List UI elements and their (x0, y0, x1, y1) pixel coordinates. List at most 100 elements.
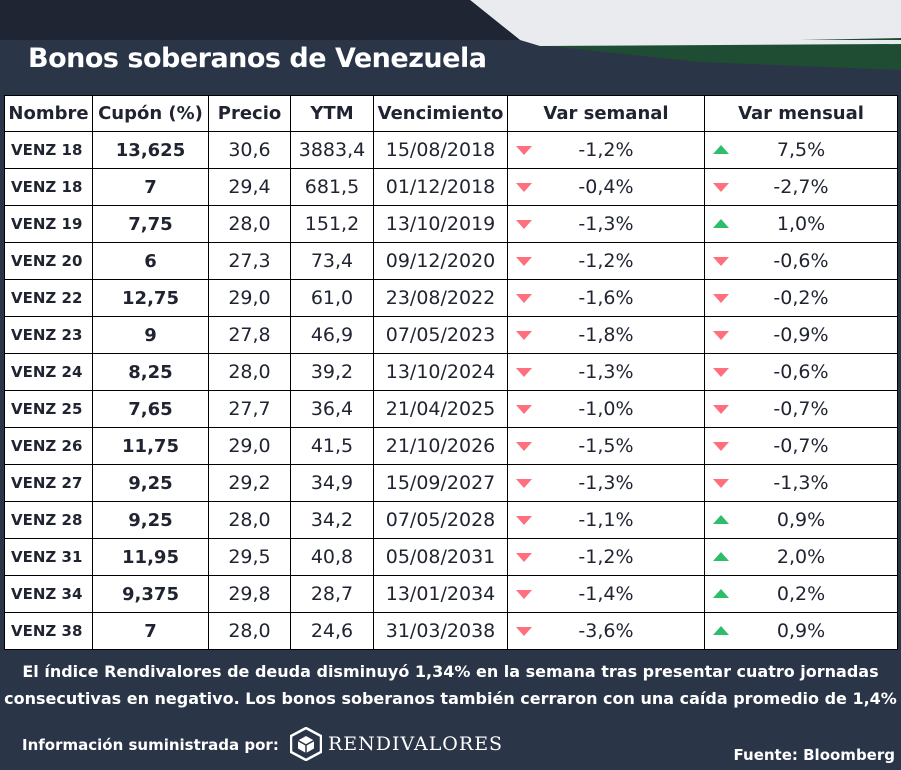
coupon-cell: 9,375 (92, 575, 209, 613)
provided-by-label: Información suministrada por: (22, 736, 279, 754)
monthly-change-cell: 2,0% (704, 538, 898, 576)
price-cell: 28,0 (208, 501, 291, 539)
table-row: VENZ 34 9,375 29,8 28,7 13/01/2034 -1,4% 0,2% (4, 575, 898, 613)
arrow-down-icon (713, 183, 729, 192)
monthly-change-cell: -0,2% (704, 279, 898, 317)
arrow-up-icon (713, 219, 729, 228)
price-cell: 30,6 (208, 131, 291, 169)
arrow-down-icon (516, 590, 532, 599)
coupon-cell: 7 (92, 612, 209, 650)
weekly-change-cell: -1,8% (507, 316, 705, 354)
ytm-cell: 681,5 (290, 168, 374, 206)
banner-graphic (0, 0, 901, 95)
arrow-down-icon (516, 405, 532, 414)
weekly-change-value: -1,8% (578, 324, 634, 346)
maturity-cell: 15/08/2018 (373, 131, 508, 169)
bond-name: VENZ 18 (4, 168, 93, 206)
arrow-down-icon (713, 479, 729, 488)
ytm-cell: 34,2 (290, 501, 374, 539)
weekly-change-value: -1,2% (578, 546, 634, 568)
bond-name: VENZ 34 (4, 575, 93, 613)
bonds-table: Nombre Cupón (%) Precio YTM Vencimiento … (4, 95, 898, 650)
monthly-change-value: -0,2% (773, 287, 829, 309)
coupon-cell: 6 (92, 242, 209, 280)
arrow-down-icon (516, 442, 532, 451)
weekly-change-cell: -1,5% (507, 427, 705, 465)
price-cell: 28,0 (208, 353, 291, 391)
arrow-down-icon (713, 405, 729, 414)
weekly-change-cell: -1,1% (507, 501, 705, 539)
price-cell: 29,5 (208, 538, 291, 576)
table-row: VENZ 20 6 27,3 73,4 09/12/2020 -1,2% -0,6% (4, 242, 898, 280)
monthly-change-value: 0,9% (776, 620, 826, 642)
coupon-cell: 7,75 (92, 205, 209, 243)
table-row: VENZ 31 11,95 29,5 40,8 05/08/2031 -1,2% 2,0% (4, 538, 898, 576)
arrow-down-icon (713, 442, 729, 451)
maturity-cell: 13/01/2034 (373, 575, 508, 613)
arrow-up-icon (713, 626, 729, 635)
cube-icon (290, 727, 322, 761)
weekly-change-value: -1,5% (578, 435, 634, 457)
bond-name: VENZ 27 (4, 464, 93, 502)
coupon-cell: 11,75 (92, 427, 209, 465)
header-cupon: Cupón (%) (92, 95, 209, 132)
maturity-cell: 01/12/2018 (373, 168, 508, 206)
monthly-change-cell: -0,7% (704, 427, 898, 465)
weekly-change-cell: -1,4% (507, 575, 705, 613)
header-nombre: Nombre (4, 95, 93, 132)
maturity-cell: 21/04/2025 (373, 390, 508, 428)
price-cell: 27,7 (208, 390, 291, 428)
weekly-change-cell: -1,0% (507, 390, 705, 428)
ytm-cell: 46,9 (290, 316, 374, 354)
maturity-cell: 07/05/2023 (373, 316, 508, 354)
ytm-cell: 61,0 (290, 279, 374, 317)
monthly-change-value: -0,7% (773, 398, 829, 420)
monthly-change-cell: 0,2% (704, 575, 898, 613)
coupon-cell: 9,25 (92, 501, 209, 539)
monthly-change-value: 0,2% (776, 583, 826, 605)
header-banner: Bonos soberanos de Venezuela (0, 0, 901, 95)
header-vencimiento: Vencimiento (373, 95, 508, 132)
price-cell: 29,8 (208, 575, 291, 613)
coupon-cell: 9 (92, 316, 209, 354)
header-var-mensual: Var mensual (704, 95, 898, 132)
source-label: Fuente: Bloomberg (733, 746, 895, 764)
monthly-change-cell: -0,9% (704, 316, 898, 354)
arrow-down-icon (516, 146, 532, 155)
monthly-change-cell: -0,6% (704, 242, 898, 280)
header-precio: Precio (208, 95, 291, 132)
price-cell: 28,0 (208, 205, 291, 243)
monthly-change-value: -1,3% (773, 472, 829, 494)
ytm-cell: 36,4 (290, 390, 374, 428)
coupon-cell: 11,95 (92, 538, 209, 576)
bond-name: VENZ 25 (4, 390, 93, 428)
monthly-change-value: -0,7% (773, 435, 829, 457)
maturity-cell: 13/10/2024 (373, 353, 508, 391)
bond-name: VENZ 20 (4, 242, 93, 280)
weekly-change-cell: -1,2% (507, 131, 705, 169)
arrow-down-icon (516, 220, 532, 229)
table-row: VENZ 23 9 27,8 46,9 07/05/2023 -1,8% -0,9% (4, 316, 898, 354)
price-cell: 27,3 (208, 242, 291, 280)
monthly-change-value: 1,0% (776, 213, 826, 235)
ytm-cell: 40,8 (290, 538, 374, 576)
weekly-change-cell: -1,2% (507, 538, 705, 576)
monthly-change-cell: 7,5% (704, 131, 898, 169)
table-row: VENZ 28 9,25 28,0 34,2 07/05/2028 -1,1% 0,9% (4, 501, 898, 539)
ytm-cell: 24,6 (290, 612, 374, 650)
arrow-down-icon (516, 294, 532, 303)
price-cell: 28,0 (208, 612, 291, 650)
arrow-down-icon (516, 183, 532, 192)
price-cell: 29,2 (208, 464, 291, 502)
coupon-cell: 8,25 (92, 353, 209, 391)
arrow-down-icon (516, 627, 532, 636)
weekly-change-value: -1,1% (578, 509, 634, 531)
logo-text: RENDIVALORES (328, 733, 504, 755)
table-row: VENZ 27 9,25 29,2 34,9 15/09/2027 -1,3% -1,3% (4, 464, 898, 502)
arrow-up-icon (713, 589, 729, 598)
bond-name: VENZ 26 (4, 427, 93, 465)
monthly-change-value: 0,9% (776, 509, 826, 531)
monthly-change-value: -0,6% (773, 250, 829, 272)
monthly-change-cell: 0,9% (704, 612, 898, 650)
header-var-semanal: Var semanal (507, 95, 705, 132)
